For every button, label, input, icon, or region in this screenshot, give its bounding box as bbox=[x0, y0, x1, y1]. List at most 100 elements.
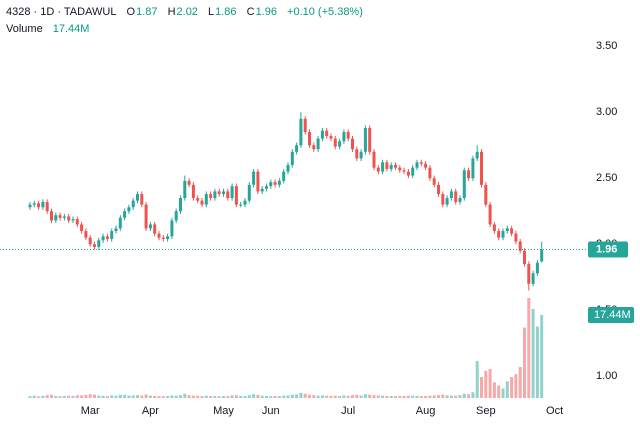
candle-body bbox=[505, 228, 509, 232]
volume-bar bbox=[157, 396, 161, 398]
candle-body bbox=[28, 204, 32, 208]
candle-body bbox=[213, 191, 217, 199]
volume-bar bbox=[97, 395, 101, 398]
candle-body bbox=[501, 231, 505, 238]
candle-body bbox=[75, 219, 79, 225]
candle-body bbox=[480, 151, 483, 185]
volume-bar bbox=[222, 396, 225, 398]
volume-bar bbox=[523, 327, 526, 398]
candle-body bbox=[32, 203, 36, 205]
y-tick-label: 1.00 bbox=[596, 370, 617, 382]
candle-body bbox=[153, 224, 157, 234]
candle-body bbox=[286, 165, 290, 172]
candle-body bbox=[247, 184, 251, 201]
volume-bar bbox=[325, 395, 329, 398]
volume-bar bbox=[510, 377, 514, 398]
candle-body bbox=[419, 162, 423, 164]
volume-bar bbox=[32, 395, 36, 398]
volume-bar bbox=[540, 314, 544, 398]
candle-body bbox=[174, 211, 178, 221]
volume-bar bbox=[161, 396, 165, 398]
volume-bar bbox=[286, 395, 290, 398]
volume-bar bbox=[527, 298, 531, 398]
volume-bar bbox=[449, 395, 453, 398]
candle-body bbox=[127, 207, 131, 212]
ohlc-row: 4328 · 1D · TADAWUL O1.87 H2.02 L1.86 C1… bbox=[6, 4, 364, 21]
volume-bar bbox=[316, 395, 320, 398]
volume-bar bbox=[308, 394, 311, 398]
volume-bar bbox=[265, 396, 268, 398]
candle-body bbox=[273, 182, 277, 185]
candle-body bbox=[97, 240, 101, 247]
candle-body bbox=[415, 162, 419, 168]
y-tick-label: 3.50 bbox=[596, 40, 617, 52]
candle-body bbox=[484, 184, 488, 205]
volume-bar bbox=[295, 394, 299, 398]
candle-body bbox=[170, 220, 174, 237]
candle-body bbox=[303, 118, 307, 133]
volume-bar bbox=[432, 395, 436, 398]
candle-body bbox=[148, 224, 152, 229]
volume-bar bbox=[209, 396, 213, 398]
candle-body bbox=[114, 228, 118, 232]
volume-bar bbox=[501, 388, 505, 398]
candle-body bbox=[441, 194, 445, 205]
volume-bar bbox=[247, 395, 251, 398]
candle-body bbox=[54, 215, 58, 221]
candle-body bbox=[269, 182, 273, 187]
volume-bar bbox=[342, 395, 346, 398]
x-tick-label: Mar bbox=[81, 405, 100, 417]
volume-bar bbox=[187, 395, 191, 398]
candle-body bbox=[295, 145, 299, 152]
volume-bar bbox=[148, 395, 152, 398]
candle-body bbox=[488, 204, 492, 225]
volume-tag-label: 17.44M bbox=[594, 309, 631, 321]
volume-bar bbox=[45, 395, 49, 398]
candle-body bbox=[37, 203, 41, 208]
volume-bar bbox=[514, 374, 518, 398]
candle-body bbox=[467, 170, 471, 179]
candle-body bbox=[84, 231, 88, 238]
volume-bar bbox=[71, 395, 75, 398]
volume-bar bbox=[243, 396, 247, 398]
volume-bar bbox=[385, 395, 389, 398]
candle-body bbox=[398, 167, 402, 171]
candle-body bbox=[320, 130, 324, 139]
candle-body bbox=[437, 184, 440, 195]
volume-bar bbox=[437, 395, 440, 398]
volume-bar bbox=[531, 308, 535, 398]
volume-bar bbox=[114, 395, 118, 398]
volume-bar bbox=[467, 394, 471, 398]
volume-bar bbox=[80, 395, 84, 398]
candle-body bbox=[333, 138, 337, 147]
volume-bar bbox=[359, 395, 363, 398]
volume-bar bbox=[492, 382, 496, 398]
volume-bar bbox=[462, 393, 466, 398]
volume-bar bbox=[41, 395, 45, 398]
candle-body bbox=[372, 151, 376, 168]
volume-bar bbox=[118, 394, 122, 398]
candle-body bbox=[265, 186, 268, 189]
candle-body bbox=[406, 171, 410, 176]
volume-bar bbox=[372, 395, 376, 398]
volume-bar bbox=[355, 394, 359, 398]
ohlc-value: 1.96 bbox=[255, 6, 277, 18]
candle-body bbox=[161, 237, 165, 239]
candle-body bbox=[140, 194, 144, 205]
volume-bar bbox=[282, 395, 286, 398]
volume-bar bbox=[497, 385, 501, 398]
volume-bar bbox=[230, 395, 234, 398]
volume-bar bbox=[256, 394, 260, 398]
volume-bar bbox=[140, 395, 144, 398]
candle-body bbox=[402, 170, 406, 172]
candle-body bbox=[445, 198, 449, 205]
volume-bar bbox=[144, 394, 148, 398]
volume-bar bbox=[131, 395, 135, 398]
candle-body bbox=[531, 273, 535, 284]
volume-bar bbox=[320, 395, 324, 398]
volume-bar bbox=[333, 395, 337, 398]
candle-body bbox=[234, 186, 238, 205]
volume-bar bbox=[402, 396, 406, 398]
volume-bar bbox=[269, 396, 273, 398]
